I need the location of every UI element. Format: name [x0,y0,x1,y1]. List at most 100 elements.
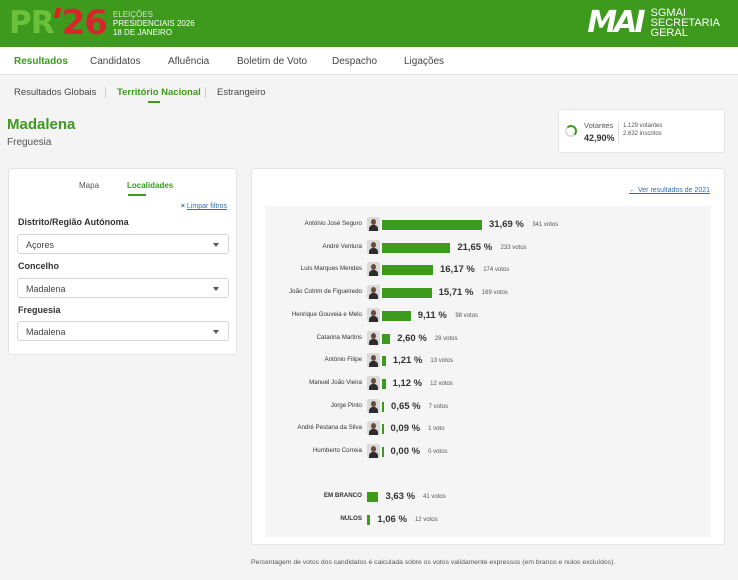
turnout-ring-icon [565,125,577,137]
select-distrito[interactable]: Açores [17,234,229,254]
avatar-head [371,400,376,407]
filter-label-freguesia: Freguesia [18,305,61,315]
result-percent: 2,60 % [397,332,427,344]
result-percent: 0,09 % [390,423,421,435]
result-bar [382,333,391,344]
place-type: Freguesia [7,137,52,148]
result-bar [367,492,379,502]
logo-number: 26 [61,3,108,43]
result-percent: 1,06 % [377,514,407,525]
candidate-name: António José Seguro [304,220,362,227]
avatar-body [369,338,378,345]
candidate-avatar [367,285,380,300]
candidate-row: João Cotrim de Figueiredo 15,71 % 169 voto… [265,284,711,302]
result-bar [382,356,386,367]
result-votes: 41 votos [423,494,446,500]
result-bar [382,265,434,276]
avatar-head [371,264,376,271]
result-bar [382,242,451,253]
candidate-row: Manuel João Vieira 1,12 % 12 votos [265,375,711,393]
candidate-name: Luís Marques Mendes [300,265,362,273]
nav-despacho[interactable]: Despacho [332,56,378,67]
candidate-name: Humberto Correia [312,447,362,454]
candidate-avatar [367,307,380,322]
candidate-row: António José Seguro 31,69 % 341 votos [265,216,711,234]
results-panel: ← Ver resultados de 2021 António José Se… [251,168,725,545]
result-percent: 31,69 % [489,219,524,230]
nav-candidatos[interactable]: Candidatos [90,56,141,67]
other-result-row: EM BRANCO 3,63 % 41 votos [265,488,711,506]
candidate-row: Henrique Gouveia e Melo 9,11 % 98 votos [265,307,711,325]
subnav-divider [105,87,106,98]
avatar-body [369,270,378,277]
logo-pr: PR [9,4,55,41]
brand-text: SGMAI SECRETARIA GERAL [650,7,720,39]
sgmai-logo[interactable]: MAI SGMAI SECRETARIA GERAL [587,7,720,39]
result-percent: 16,17 % [440,264,475,276]
other-result-label: NULOS [340,515,362,522]
avatar-body [369,225,378,231]
nav-afluencia[interactable]: Afluência [168,56,210,67]
chevron-down-icon [213,287,219,291]
candidate-name: André Pestana da Silva [297,424,362,432]
nav-boletim-de-voto[interactable]: Boletim de Voto [237,56,308,67]
tab-localidades[interactable]: Localidades [127,181,174,190]
avatar-body [369,293,378,300]
result-percent: 21,65 % [457,241,493,253]
turnout-percent: 42,90% [584,133,615,143]
avatar-body [369,429,378,436]
subnav-active-indicator [148,101,160,103]
result-bar [382,447,384,457]
other-result-label: EM BRANCO [323,492,362,499]
tab-mapa[interactable]: Mapa [79,181,100,190]
voters-card: Votantes 42,90% 1.129 votantes 2.632 ins… [558,109,725,153]
subnav-estrangeiro[interactable]: Estrangeiro [217,87,266,98]
clear-filters-link[interactable]: × Limpar filtros [180,203,227,210]
pr26-logo[interactable]: PR 26 ELEIÇÕES PRESIDENCIAIS 2026 18 DE … [9,4,195,42]
avatar-body [369,406,378,413]
subnav-resultados-globais[interactable]: Resultados Globais [14,87,97,98]
candidate-row: António Filipe 1,21 % 13 votos [265,352,711,370]
candidate-avatar [367,330,380,345]
candidate-row: Humberto Correia 0,00 % 0 votos [265,443,711,461]
candidate-name: Manuel João Vieira [309,378,362,386]
result-bar [382,378,386,389]
result-votes: 341 votos [532,222,559,228]
result-votes: 0 votos [428,449,448,455]
results-chart: António José Seguro 31,69 % 341 votos André… [265,206,711,537]
result-bar [382,220,482,230]
result-percent: 9,11 % [417,309,447,321]
previous-results-link[interactable]: ← Ver resultados de 2021 [629,187,710,194]
avatar-head [371,446,376,452]
footnote: Percentagem de votos dos candidatos é ca… [251,559,616,566]
candidate-row: Jorge Pinto 0,65 % 7 votos [265,398,711,416]
top-header: PR 26 ELEIÇÕES PRESIDENCIAIS 2026 18 DE … [0,0,738,47]
nav-resultados[interactable]: Resultados [14,56,68,67]
avatar-head [371,287,376,294]
chevron-down-icon [213,243,219,247]
subnav-territorio-nacional[interactable]: Território Nacional [117,87,201,98]
avatar-body [369,383,378,390]
candidate-row: André Ventura 21,65 % 233 votos [265,239,711,257]
select-value: Madalena [26,327,66,337]
filter-label-concelho: Concelho [18,261,60,271]
candidate-avatar [367,239,380,254]
avatar-head [371,377,376,384]
avatar-head [371,355,376,362]
main-nav: Resultados Candidatos Afluência Boletim … [0,47,738,75]
candidate-avatar [367,444,380,458]
nav-ligacoes[interactable]: Ligações [404,56,445,67]
filter-label-distrito: Distrito/Região Autónoma [18,217,129,227]
result-votes: 1 voto [428,426,445,433]
candidate-name: António Filipe [324,356,363,364]
select-freguesia[interactable]: Madalena [17,321,229,341]
close-icon: × [180,203,185,210]
voters-divider [618,121,619,143]
avatar-body [369,452,378,458]
result-bar [382,288,432,299]
select-concelho[interactable]: Madalena [17,278,229,298]
registered-count: 2.632 inscritos [623,131,662,137]
result-percent: 3,63 % [385,491,416,502]
result-bar [367,515,371,525]
candidate-name: Henrique Gouveia e Melo [291,310,362,318]
